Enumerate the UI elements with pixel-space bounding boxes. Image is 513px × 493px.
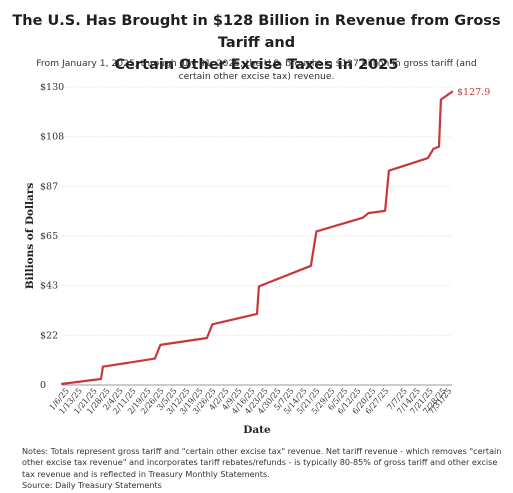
end-value-label: $127.9 [457, 87, 490, 98]
revenue-series-line [60, 90, 454, 385]
source-text: Source: Daily Treasury Statements [22, 479, 162, 490]
chart-subtitle: From January 1, 2025, through July 31, 2… [36, 58, 477, 82]
footer-notes: Notes: Totals represent gross tariff and… [22, 446, 502, 491]
y-tick-label: $65 [40, 231, 58, 242]
y-tick-label: $22 [40, 330, 58, 341]
y-tick-label: $87 [40, 181, 58, 192]
chart-title: The U.S. Has Brought in $128 Billion in … [0, 10, 513, 76]
y-tick-label: 0 [40, 380, 46, 391]
chart-title-line-1: The U.S. Has Brought in $128 Billion in … [12, 13, 501, 51]
y-axis-title: Billions of Dollars [24, 183, 36, 290]
y-tick-label: $43 [40, 281, 58, 292]
y-tick-label: $108 [40, 132, 64, 143]
y-tick-label: $130 [40, 82, 64, 93]
chart-title-line-2: Certain Other Excise Taxes in 2025 [114, 57, 399, 73]
x-axis-title: Date [243, 424, 271, 436]
notes-text: Notes: Totals represent gross tariff and… [22, 446, 502, 479]
